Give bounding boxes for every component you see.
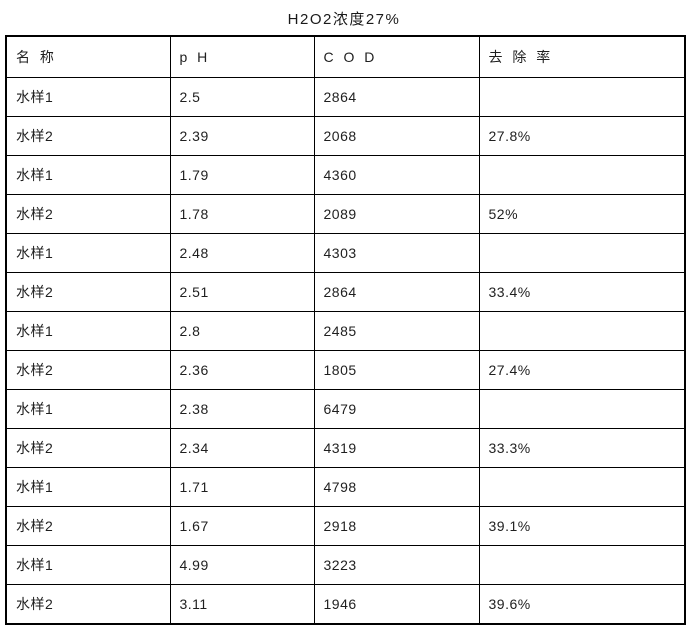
table-cell	[478, 77, 686, 117]
table-cell: 水样2	[5, 272, 171, 312]
table-cell: 2068	[313, 116, 480, 156]
table-cell: 2.36	[169, 350, 315, 390]
table-cell: 39.6%	[478, 584, 686, 625]
table-cell	[478, 155, 686, 195]
table-cell: 水样1	[5, 311, 171, 351]
table-cell: 水样1	[5, 77, 171, 117]
table-cell: 2.38	[169, 389, 315, 429]
table-row: 水样1 1.79 4360	[5, 155, 686, 195]
header-cell: p H	[169, 35, 315, 78]
table-cell	[478, 233, 686, 273]
header-cell: C O D	[313, 35, 480, 78]
table-row: 水样2 1.67 2918 39.1%	[5, 506, 686, 546]
table-cell: 2.39	[169, 116, 315, 156]
table-row: 水样1 1.71 4798	[5, 467, 686, 507]
table-cell: 2918	[313, 506, 480, 546]
table-cell: 水样2	[5, 428, 171, 468]
table-cell: 4360	[313, 155, 480, 195]
table-row: 水样2 2.51 2864 33.4%	[5, 272, 686, 312]
table-cell: 2485	[313, 311, 480, 351]
table-cell: 33.3%	[478, 428, 686, 468]
table-cell	[478, 545, 686, 585]
table-cell: 52%	[478, 194, 686, 234]
table-cell: 水样1	[5, 233, 171, 273]
table-row: 水样2 2.39 2068 27.8%	[5, 116, 686, 156]
table-cell: 水样2	[5, 584, 171, 625]
header-cell: 去 除 率	[478, 35, 686, 78]
table-cell: 2.8	[169, 311, 315, 351]
table-cell: 4798	[313, 467, 480, 507]
table-cell: 4.99	[169, 545, 315, 585]
table-cell	[478, 389, 686, 429]
table-cell: 水样2	[5, 194, 171, 234]
table-cell: 2.48	[169, 233, 315, 273]
table-cell: 3223	[313, 545, 480, 585]
table-cell: 1.79	[169, 155, 315, 195]
table-row: 水样2 1.78 2089 52%	[5, 194, 686, 234]
table-cell: 4319	[313, 428, 480, 468]
table-row: 水样2 3.11 1946 39.6%	[5, 584, 686, 625]
table-cell: 27.8%	[478, 116, 686, 156]
table-cell: 1.67	[169, 506, 315, 546]
table-cell: 27.4%	[478, 350, 686, 390]
table-row: 水样1 4.99 3223	[5, 545, 686, 585]
table-cell: 1805	[313, 350, 480, 390]
table-cell: 1946	[313, 584, 480, 625]
table-cell: 6479	[313, 389, 480, 429]
table-row: 水样2 2.36 1805 27.4%	[5, 350, 686, 390]
table-cell: 39.1%	[478, 506, 686, 546]
table-row: 水样1 2.38 6479	[5, 389, 686, 429]
table-cell: 水样2	[5, 350, 171, 390]
table-cell: 水样1	[5, 467, 171, 507]
table-cell: 2864	[313, 77, 480, 117]
table-cell: 33.4%	[478, 272, 686, 312]
table-cell: 2.5	[169, 77, 315, 117]
table-cell: 水样1	[5, 155, 171, 195]
table-body: 水样1 2.5 2864 水样2 2.39 2068 27.8% 水样1 1.79 4360 水样2…	[5, 77, 686, 625]
table-cell	[478, 311, 686, 351]
table-cell: 1.78	[169, 194, 315, 234]
table-cell: 水样2	[5, 116, 171, 156]
table-cell: 3.11	[169, 584, 315, 625]
table-row: 水样2 2.34 4319 33.3%	[5, 428, 686, 468]
table-cell: 2864	[313, 272, 480, 312]
table-title: H2O2浓度27%	[287, 11, 401, 28]
table-row: 水样1 2.8 2485	[5, 311, 686, 351]
table-row: 水样1 2.5 2864	[5, 77, 686, 117]
table-cell	[478, 467, 686, 507]
header-cell: 名 称	[5, 35, 171, 78]
table-row: 水样1 2.48 4303	[5, 233, 686, 273]
table-cell: 4303	[313, 233, 480, 273]
table-cell: 2089	[313, 194, 480, 234]
table-cell: 2.34	[169, 428, 315, 468]
table-cell: 2.51	[169, 272, 315, 312]
table-cell: 水样1	[5, 389, 171, 429]
table-cell: 1.71	[169, 467, 315, 507]
table-cell: 水样1	[5, 545, 171, 585]
table-cell: 水样2	[5, 506, 171, 546]
